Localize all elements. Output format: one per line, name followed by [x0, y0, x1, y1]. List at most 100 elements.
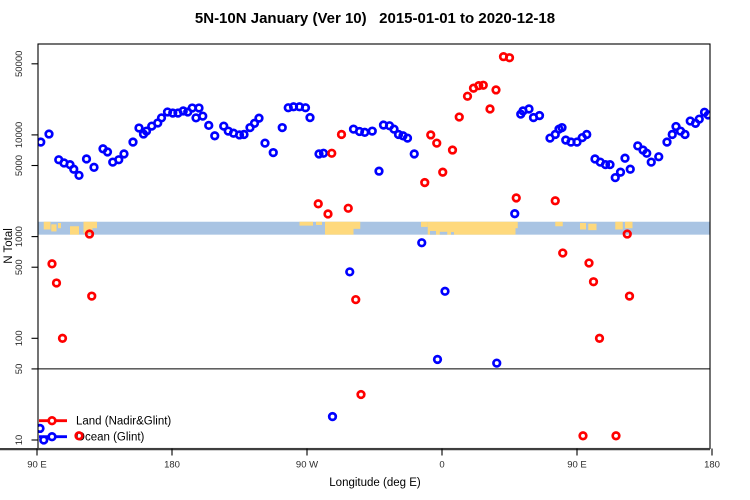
data-point	[432, 138, 442, 148]
data-point	[38, 423, 45, 434]
y-tick-label: 50	[14, 364, 25, 375]
land-segment	[51, 224, 57, 232]
data-point	[582, 129, 592, 140]
data-point	[511, 193, 521, 203]
data-point	[314, 149, 324, 159]
data-point	[194, 103, 204, 113]
land-segment	[325, 221, 354, 235]
data-point	[74, 170, 84, 181]
legend-label: Ocean (Glint)	[76, 432, 145, 444]
data-point	[534, 110, 545, 121]
data-point	[305, 112, 315, 123]
data-point	[260, 138, 270, 148]
data-point	[102, 147, 113, 157]
data-point	[417, 238, 427, 248]
data-point	[611, 431, 621, 441]
data-point	[204, 120, 214, 131]
land-segment	[625, 221, 633, 229]
data-point	[336, 129, 347, 140]
land-segment	[588, 223, 597, 231]
land-segment	[615, 221, 623, 230]
data-point	[622, 229, 632, 239]
data-point	[594, 333, 605, 343]
data-point	[374, 166, 384, 176]
data-point	[504, 53, 515, 63]
data-point	[119, 149, 129, 159]
land-segment	[299, 221, 313, 226]
series-ocean	[38, 102, 710, 445]
data-point	[478, 80, 488, 90]
data-point	[485, 104, 495, 114]
data-point	[69, 164, 79, 174]
data-point	[440, 286, 450, 296]
land-segment	[515, 221, 518, 229]
data-point	[219, 121, 229, 131]
x-tick-label: 0	[439, 460, 444, 471]
data-point	[360, 127, 370, 137]
y-tick-label: 500	[14, 259, 25, 275]
data-point	[588, 277, 599, 287]
land-segment	[555, 221, 563, 227]
data-point	[584, 258, 594, 268]
data-point	[447, 145, 458, 155]
data-point	[351, 294, 361, 305]
land-segment	[70, 226, 79, 235]
plot-area: Land (Nadir&Glint) Ocean (Glint)	[38, 52, 710, 445]
data-point	[81, 154, 92, 164]
x-axis-title: Longitude (deg E)	[329, 477, 421, 489]
land-segment	[92, 221, 97, 229]
data-point	[318, 148, 329, 158]
data-point	[474, 80, 484, 91]
data-point	[662, 137, 672, 147]
data-point	[438, 167, 448, 177]
data-point	[420, 177, 430, 188]
data-point	[491, 85, 501, 95]
data-point	[524, 104, 534, 114]
data-point	[249, 118, 260, 128]
data-point	[703, 110, 710, 120]
land-segment	[43, 221, 51, 230]
data-point	[642, 148, 652, 158]
data-point	[134, 123, 144, 133]
data-point	[234, 130, 245, 140]
data-point	[426, 130, 436, 140]
data-point	[168, 108, 178, 118]
data-point	[327, 148, 337, 158]
data-point	[327, 411, 338, 422]
data-point	[89, 162, 99, 172]
water-notch	[451, 232, 454, 235]
x-tick-label: 90 E	[27, 460, 47, 471]
x-tick-label: 180	[704, 460, 720, 471]
land-segment	[353, 221, 361, 229]
data-point	[367, 126, 377, 136]
axes: 10 50 100 500 1000 5000 10000 50000 90 E 180 90 W 0…	[14, 51, 720, 471]
data-point	[356, 389, 366, 400]
data-point	[343, 203, 353, 213]
x-tick-label: 180	[164, 460, 180, 471]
data-point	[462, 91, 473, 101]
data-point	[51, 278, 62, 288]
water-notch	[430, 231, 436, 235]
land-segment	[421, 221, 428, 227]
data-point	[620, 153, 630, 163]
data-point	[38, 137, 46, 147]
data-point	[57, 333, 68, 343]
data-point	[47, 259, 57, 269]
data-point	[654, 152, 664, 162]
legend-item-land: Land (Nadir&Glint)	[39, 416, 171, 428]
data-point	[557, 122, 567, 133]
data-point	[268, 147, 278, 158]
data-point	[389, 124, 399, 134]
data-point	[313, 199, 323, 209]
data-point	[667, 129, 677, 140]
data-point	[558, 248, 568, 258]
y-tick-label: 10000	[14, 122, 25, 148]
y-tick-label: 100	[14, 330, 25, 346]
data-point	[671, 121, 681, 132]
data-point	[128, 137, 138, 147]
land-segment	[83, 221, 93, 234]
ocean-strip-rect	[38, 221, 710, 235]
data-point	[510, 209, 520, 219]
